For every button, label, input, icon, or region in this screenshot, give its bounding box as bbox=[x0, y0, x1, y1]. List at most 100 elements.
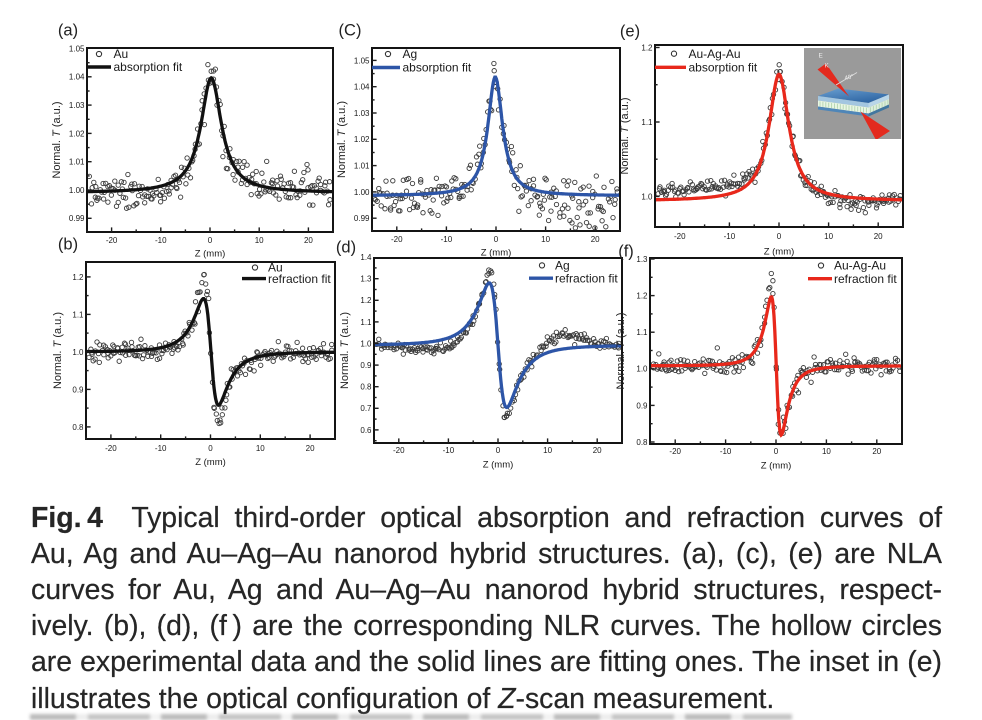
svg-text:1.3: 1.3 bbox=[636, 255, 648, 264]
svg-text:Z (mm): Z (mm) bbox=[761, 460, 792, 471]
svg-text:Au: Au bbox=[114, 47, 129, 61]
svg-text:1.00: 1.00 bbox=[354, 188, 370, 197]
svg-text:0.99: 0.99 bbox=[354, 214, 370, 223]
svg-text:1.1: 1.1 bbox=[360, 318, 372, 327]
svg-text:1.1: 1.1 bbox=[72, 310, 84, 319]
svg-text:0.99: 0.99 bbox=[69, 214, 85, 223]
svg-text:Z (mm): Z (mm) bbox=[483, 459, 514, 470]
svg-text:20: 20 bbox=[306, 444, 315, 453]
svg-text:0: 0 bbox=[494, 235, 499, 244]
svg-text:1.01: 1.01 bbox=[69, 158, 85, 167]
svg-text:0.8: 0.8 bbox=[360, 383, 372, 392]
svg-text:10: 10 bbox=[256, 444, 265, 453]
svg-text:1.03: 1.03 bbox=[69, 101, 85, 110]
svg-text:-20: -20 bbox=[674, 232, 686, 241]
svg-text:-20: -20 bbox=[669, 447, 681, 456]
svg-text:1.0: 1.0 bbox=[636, 365, 648, 374]
svg-text:Z (mm): Z (mm) bbox=[195, 457, 226, 468]
svg-text:10: 10 bbox=[822, 447, 831, 456]
svg-text:Normal. T (a.u.): Normal. T (a.u.) bbox=[52, 312, 64, 389]
svg-text:10: 10 bbox=[255, 236, 264, 245]
svg-text:1.05: 1.05 bbox=[69, 44, 85, 53]
svg-text:10: 10 bbox=[824, 232, 833, 241]
svg-text:0: 0 bbox=[208, 236, 213, 245]
svg-text:refraction fit: refraction fit bbox=[268, 272, 331, 286]
svg-text:1.04: 1.04 bbox=[354, 83, 370, 92]
svg-text:-10: -10 bbox=[443, 446, 455, 455]
svg-text:20: 20 bbox=[304, 236, 313, 245]
svg-text:Ag: Ag bbox=[555, 259, 570, 273]
svg-text:(b): (b) bbox=[58, 236, 78, 254]
svg-text:1.2: 1.2 bbox=[72, 273, 84, 282]
svg-text:Ag: Ag bbox=[403, 47, 418, 61]
svg-text:-10: -10 bbox=[724, 232, 736, 241]
svg-text:Normal. T (a.u.): Normal. T (a.u.) bbox=[336, 101, 348, 178]
svg-text:1.1: 1.1 bbox=[636, 328, 648, 337]
svg-text:1.0: 1.0 bbox=[641, 192, 653, 201]
svg-text:-10: -10 bbox=[441, 235, 453, 244]
svg-text:refraction fit: refraction fit bbox=[834, 272, 897, 286]
svg-text:-20: -20 bbox=[105, 444, 117, 453]
svg-text:(e): (e) bbox=[620, 23, 640, 41]
svg-text:0.8: 0.8 bbox=[72, 423, 84, 432]
svg-text:1.00: 1.00 bbox=[69, 186, 85, 195]
svg-text:1.02: 1.02 bbox=[354, 135, 370, 144]
svg-text:-20: -20 bbox=[106, 236, 118, 245]
svg-text:0.7: 0.7 bbox=[360, 404, 372, 413]
svg-text:(C): (C) bbox=[339, 22, 362, 40]
svg-text:10: 10 bbox=[541, 235, 550, 244]
svg-text:1.3: 1.3 bbox=[360, 275, 372, 284]
svg-text:E: E bbox=[819, 53, 823, 60]
svg-text:Au: Au bbox=[268, 261, 283, 275]
svg-text:1.2: 1.2 bbox=[641, 43, 653, 52]
svg-text:1.0: 1.0 bbox=[360, 339, 372, 348]
svg-text:Normal. T (a.u.): Normal. T (a.u.) bbox=[619, 97, 631, 174]
svg-text:0.6: 0.6 bbox=[360, 426, 372, 435]
svg-text:Normal. T (a.u.): Normal. T (a.u.) bbox=[339, 312, 351, 389]
svg-text:0.8: 0.8 bbox=[636, 438, 648, 447]
svg-text:1.05: 1.05 bbox=[354, 56, 370, 65]
svg-text:Normal. T (a.u.): Normal. T (a.u.) bbox=[615, 312, 627, 389]
svg-text:-10: -10 bbox=[155, 236, 167, 245]
svg-text:0.9: 0.9 bbox=[636, 401, 648, 410]
svg-text:20: 20 bbox=[874, 232, 883, 241]
svg-text:1.02: 1.02 bbox=[69, 129, 85, 138]
svg-text:-10: -10 bbox=[155, 444, 167, 453]
svg-text:Au-Ag-Au: Au-Ag-Au bbox=[689, 47, 741, 61]
svg-text:-20: -20 bbox=[393, 446, 405, 455]
svg-text:refraction fit: refraction fit bbox=[555, 271, 618, 285]
svg-text:Z (mm): Z (mm) bbox=[195, 248, 226, 259]
svg-text:1.2: 1.2 bbox=[636, 292, 648, 301]
svg-text:1.1: 1.1 bbox=[641, 118, 653, 127]
svg-text:1.03: 1.03 bbox=[354, 109, 370, 118]
svg-text:0.9: 0.9 bbox=[360, 361, 372, 370]
svg-text:1.04: 1.04 bbox=[69, 73, 85, 82]
svg-text:absorption fit: absorption fit bbox=[403, 61, 472, 75]
svg-text:0: 0 bbox=[208, 444, 213, 453]
svg-text:absorption fit: absorption fit bbox=[689, 61, 758, 75]
svg-text:0: 0 bbox=[777, 232, 782, 241]
svg-text:20: 20 bbox=[593, 446, 602, 455]
svg-text:(f): (f) bbox=[618, 243, 634, 261]
svg-text:(d): (d) bbox=[336, 239, 356, 257]
svg-text:1.0: 1.0 bbox=[72, 348, 84, 357]
svg-text:(a): (a) bbox=[58, 22, 78, 40]
svg-text:20: 20 bbox=[591, 235, 600, 244]
svg-text:1.01: 1.01 bbox=[354, 162, 370, 171]
svg-text:40°: 40° bbox=[844, 74, 855, 82]
svg-text:absorption fit: absorption fit bbox=[114, 60, 183, 74]
svg-text:-20: -20 bbox=[391, 235, 403, 244]
svg-text:1.4: 1.4 bbox=[360, 253, 372, 262]
svg-text:Z (mm): Z (mm) bbox=[764, 246, 795, 257]
svg-text:Z (mm): Z (mm) bbox=[481, 247, 512, 258]
svg-text:20: 20 bbox=[872, 447, 881, 456]
svg-text:0: 0 bbox=[496, 446, 501, 455]
svg-text:0.9: 0.9 bbox=[72, 385, 84, 394]
svg-text:0: 0 bbox=[774, 447, 779, 456]
svg-text:Au-Ag-Au: Au-Ag-Au bbox=[834, 259, 886, 273]
svg-text:Normal. T (a.u.): Normal. T (a.u.) bbox=[51, 101, 63, 178]
svg-text:10: 10 bbox=[543, 446, 552, 455]
svg-text:1.2: 1.2 bbox=[360, 296, 372, 305]
svg-text:K: K bbox=[825, 63, 830, 70]
svg-text:-10: -10 bbox=[720, 447, 732, 456]
